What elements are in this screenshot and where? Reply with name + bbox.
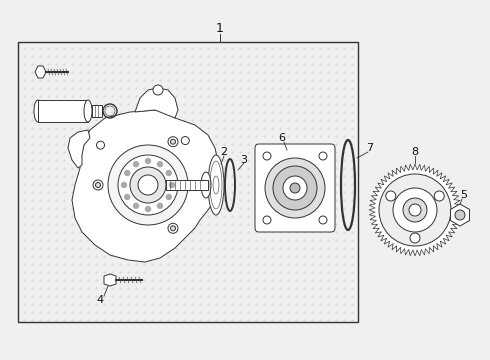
Circle shape (157, 203, 163, 208)
Ellipse shape (34, 100, 42, 122)
Circle shape (434, 191, 444, 201)
Circle shape (290, 183, 300, 193)
Bar (166, 180, 208, 190)
Text: 1: 1 (216, 22, 224, 35)
Circle shape (96, 183, 100, 188)
Circle shape (265, 158, 325, 218)
Circle shape (409, 204, 421, 216)
Ellipse shape (201, 172, 211, 198)
Polygon shape (369, 164, 461, 256)
Circle shape (125, 194, 130, 199)
Circle shape (168, 223, 178, 233)
Polygon shape (68, 130, 90, 168)
Circle shape (125, 171, 130, 176)
Circle shape (166, 171, 172, 176)
Circle shape (170, 183, 174, 188)
Circle shape (153, 85, 163, 95)
Text: 7: 7 (367, 143, 373, 153)
Circle shape (273, 166, 317, 210)
Circle shape (386, 191, 396, 201)
Polygon shape (104, 274, 116, 286)
Circle shape (393, 188, 437, 232)
Circle shape (133, 203, 139, 208)
Circle shape (146, 207, 150, 212)
Text: 2: 2 (220, 147, 227, 157)
Text: 8: 8 (412, 147, 418, 157)
Bar (92, 105, 102, 117)
Circle shape (263, 152, 271, 160)
Circle shape (130, 167, 166, 203)
Ellipse shape (84, 100, 92, 122)
Circle shape (138, 175, 158, 195)
Circle shape (93, 180, 103, 190)
Text: 5: 5 (461, 190, 467, 200)
Circle shape (410, 233, 420, 243)
Circle shape (157, 162, 163, 167)
FancyBboxPatch shape (255, 144, 335, 232)
Circle shape (166, 194, 172, 199)
Polygon shape (450, 204, 469, 226)
Circle shape (146, 158, 150, 163)
Circle shape (319, 152, 327, 160)
Circle shape (122, 183, 126, 188)
Circle shape (97, 141, 104, 149)
Circle shape (283, 176, 307, 200)
Polygon shape (135, 88, 178, 118)
Text: 6: 6 (278, 133, 286, 143)
Circle shape (171, 226, 175, 231)
Bar (38, 100, 88, 122)
Circle shape (319, 216, 327, 224)
Circle shape (118, 155, 178, 215)
Circle shape (133, 162, 139, 167)
Bar (18, 42, 358, 322)
Polygon shape (72, 110, 218, 262)
Ellipse shape (208, 155, 224, 215)
Circle shape (379, 174, 451, 246)
Polygon shape (35, 66, 46, 78)
Text: 3: 3 (241, 155, 247, 165)
Circle shape (403, 198, 427, 222)
Circle shape (168, 137, 178, 147)
Text: 4: 4 (97, 295, 103, 305)
Circle shape (263, 216, 271, 224)
Circle shape (455, 210, 465, 220)
Circle shape (181, 136, 189, 145)
Circle shape (108, 145, 188, 225)
Circle shape (171, 139, 175, 144)
